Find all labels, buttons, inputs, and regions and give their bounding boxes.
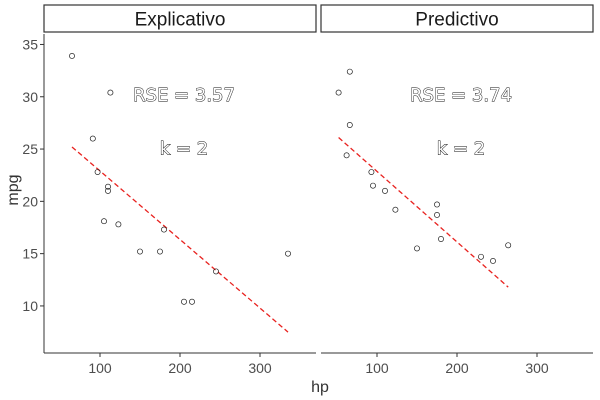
data-point — [157, 248, 163, 255]
data-point — [434, 211, 440, 218]
data-point — [392, 206, 399, 213]
strip-label: Explicativo — [135, 10, 226, 31]
data-point — [346, 68, 353, 75]
data-point — [414, 245, 420, 252]
x-tick-label: 100 — [365, 360, 389, 376]
data-point — [490, 258, 496, 264]
y-tick-label: 10 — [22, 298, 38, 314]
data-point — [478, 253, 484, 260]
data-point — [285, 250, 291, 257]
data-point — [368, 169, 375, 176]
y-tick-label: 35 — [22, 36, 38, 52]
data-point — [346, 122, 353, 128]
data-point — [438, 236, 444, 242]
data-point — [161, 226, 167, 233]
data-point — [382, 187, 388, 194]
x-tick-label: 200 — [168, 360, 192, 376]
rse-annotation: RSE = 3.74 — [410, 85, 512, 106]
y-tick-label: 20 — [22, 193, 38, 209]
data-point — [105, 187, 111, 194]
data-point — [434, 201, 440, 208]
strip-box — [43, 4, 317, 33]
data-point — [94, 169, 101, 176]
data-point — [107, 89, 114, 96]
trend-line — [71, 146, 289, 333]
data-point — [101, 218, 107, 225]
data-point — [181, 298, 187, 305]
k-annotation: k = 2 — [437, 138, 485, 159]
panel-1: Predictivo 100 200 300 RSE = 3.74 k = 2 — [320, 4, 594, 376]
x-tick-label: 300 — [248, 360, 272, 376]
data-point — [105, 183, 111, 190]
rse-annotation: RSE = 3.57 — [133, 85, 235, 106]
data-point — [69, 53, 75, 59]
k-annotation: k = 2 — [160, 138, 208, 159]
data-point — [89, 135, 96, 142]
y-axis: 10 15 20 25 30 35 — [22, 34, 45, 353]
y-axis-title: mpg — [5, 174, 22, 205]
data-point — [343, 152, 350, 159]
data-point — [115, 221, 122, 228]
x-tick-label: 300 — [525, 360, 549, 376]
x-tick-label: 100 — [88, 360, 112, 376]
trend-line — [338, 137, 509, 288]
data-point — [213, 268, 219, 275]
y-tick-label: 25 — [22, 141, 38, 157]
x-tick-label: 200 — [445, 360, 469, 376]
y-tick-label: 30 — [22, 89, 38, 105]
panel-0: Explicativo 100 200 300 RSE = 3.57 k = 2 — [43, 4, 317, 376]
data-point — [335, 89, 342, 96]
strip-label: Predictivo — [415, 10, 498, 31]
y-tick-label: 15 — [22, 246, 38, 262]
data-point — [137, 248, 143, 255]
data-point — [370, 182, 376, 189]
data-point — [505, 242, 512, 249]
strip-box — [320, 4, 594, 33]
data-point — [189, 298, 195, 305]
x-axis-title: hp — [311, 379, 329, 396]
